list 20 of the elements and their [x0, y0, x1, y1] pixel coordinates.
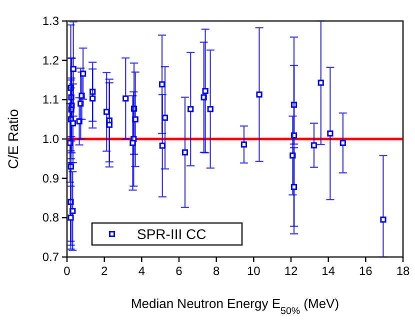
x-tick-label: 14: [322, 264, 336, 278]
y-tick-label: 1.2: [42, 53, 60, 68]
y-tick-label: 0.7: [42, 250, 60, 264]
x-tick-label: 10: [246, 264, 261, 278]
x-axis-title: Median Neutron Energy E$_{50%}$ (MeV): [130, 296, 340, 316]
x-tick-label: 4: [138, 264, 146, 278]
x-tick-label: 18: [396, 264, 410, 278]
y-tick-label: 1.0: [42, 132, 60, 146]
x-tick-label: 12: [284, 264, 298, 278]
x-tick-label: 0: [64, 264, 71, 278]
y-tick-label: 0.9: [42, 171, 60, 186]
x-tick-label: 8: [212, 264, 220, 278]
y-tick-label: 1.3: [42, 14, 60, 28]
y-tick-label: 1.1: [42, 92, 60, 107]
x-tick-label: 2: [100, 264, 108, 278]
legend-label: SPR-III CC: [137, 226, 206, 242]
y-tick-label: 0.8: [42, 210, 60, 225]
y-axis-title: C/E Ratio: [5, 108, 21, 169]
x-tick-label: 16: [358, 264, 373, 278]
x-tick-label: 6: [176, 264, 183, 278]
